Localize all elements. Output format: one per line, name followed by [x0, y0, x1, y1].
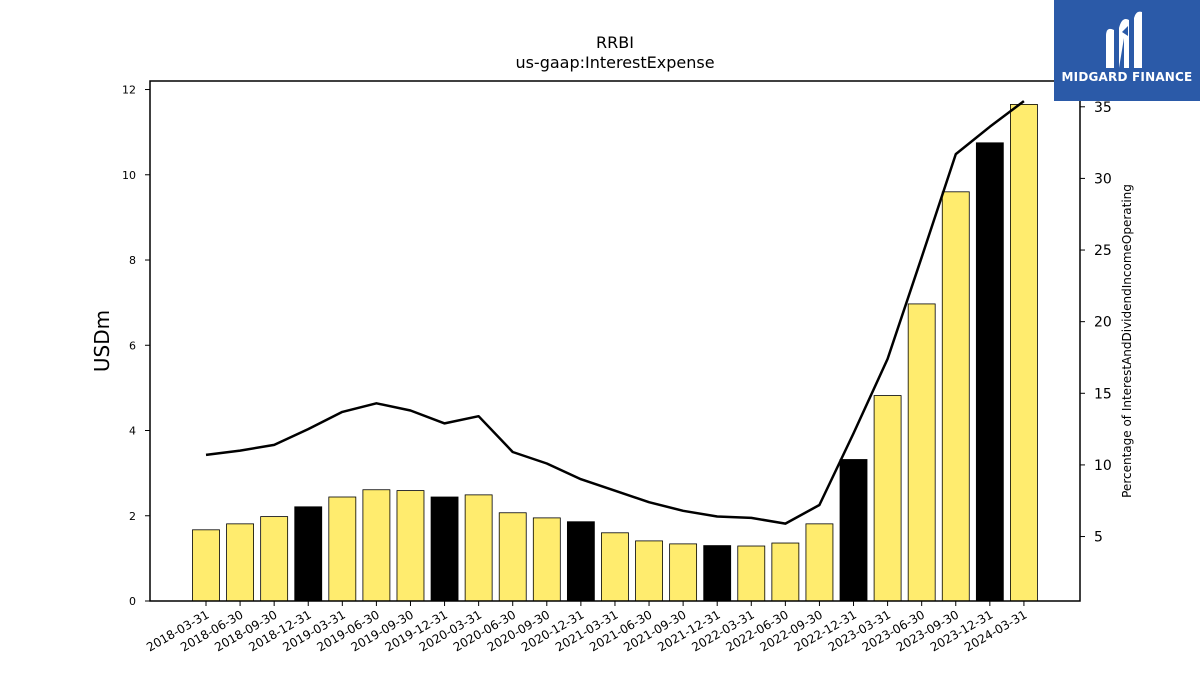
bar-2019-06-30	[362, 489, 391, 602]
bar-2019-12-31	[430, 496, 459, 602]
x-axis: 2018-03-312018-06-302018-09-302018-12-31…	[144, 601, 1029, 654]
y2-tick-label: 20	[1094, 315, 1112, 331]
bar-2022-09-30	[805, 523, 834, 602]
y2-tick-label: 25	[1094, 243, 1112, 259]
bar-2023-06-30	[907, 303, 936, 602]
y2-tick-label: 35	[1094, 100, 1112, 116]
bar-2022-06-30	[771, 542, 800, 602]
y2-axis-label: Percentage of InterestAndDividendIncomeO…	[1120, 184, 1134, 498]
plot-frame	[149, 80, 1081, 602]
left-axis: 0 2 4 6 8 10 12	[122, 84, 150, 608]
bar-2021-09-30	[669, 543, 698, 602]
percentage-line	[205, 100, 1025, 525]
bar-2023-12-31	[975, 142, 1004, 602]
bar-2020-03-31	[464, 494, 493, 602]
y-axis-label: USDm	[90, 310, 114, 372]
y2-tick-label: 15	[1094, 386, 1112, 402]
bar-2021-12-31	[703, 545, 732, 602]
chart-title: RRBI	[596, 33, 634, 52]
bar-2019-09-30	[396, 490, 425, 602]
bar-2023-09-30	[941, 191, 970, 602]
bar-2021-03-31	[601, 532, 629, 602]
y-tick-label: 12	[122, 84, 136, 97]
line-layer	[205, 100, 1025, 525]
chart-subtitle: us-gaap:InterestExpense	[515, 53, 714, 72]
logo-mark-icon	[1106, 11, 1142, 69]
y-tick-label: 8	[129, 254, 136, 267]
bar-2018-03-31	[192, 529, 220, 602]
right-axis: 5 10 15 20 25 30 35	[1080, 100, 1112, 546]
y2-tick-label: 10	[1094, 458, 1112, 474]
bar-2018-06-30	[226, 523, 254, 602]
bar-2018-12-31	[294, 506, 323, 602]
bar-2018-09-30	[260, 516, 289, 602]
bar-2022-12-31	[839, 459, 868, 602]
logo-text: MIDGARD FINANCE	[1061, 70, 1193, 84]
bar-2024-03-31	[1010, 104, 1038, 602]
y-tick-label: 0	[129, 595, 136, 608]
bar-2020-12-31	[566, 521, 595, 602]
y-tick-label: 4	[129, 425, 136, 438]
bar-2023-03-31	[873, 395, 902, 602]
y2-tick-label: 30	[1094, 171, 1112, 187]
bar-2021-06-30	[635, 540, 663, 602]
y-tick-label: 10	[122, 169, 136, 182]
bar-2022-03-31	[737, 545, 766, 602]
y-tick-label: 2	[129, 510, 136, 523]
y2-tick-label: 5	[1094, 530, 1103, 546]
y-tick-label: 6	[129, 339, 136, 352]
bar-2020-06-30	[498, 512, 527, 602]
bar-2019-03-31	[328, 496, 357, 602]
bar-2020-09-30	[532, 517, 561, 602]
company-logo: MIDGARD FINANCE	[1054, 0, 1200, 101]
bars-group	[192, 104, 1038, 602]
